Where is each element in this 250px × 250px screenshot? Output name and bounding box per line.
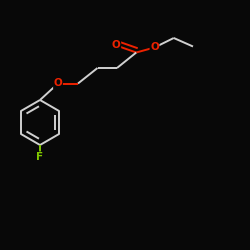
Text: O: O — [54, 78, 62, 88]
Text: O: O — [150, 42, 159, 52]
Text: F: F — [36, 152, 44, 162]
Text: O: O — [112, 40, 120, 50]
